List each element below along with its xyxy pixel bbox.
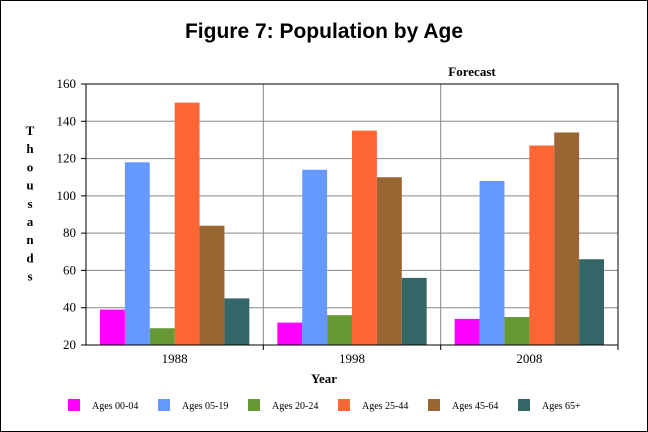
bar-ages-25-44-2008 xyxy=(529,145,555,345)
x-tick-label: 1998 xyxy=(339,351,365,366)
legend-swatch xyxy=(518,399,530,411)
bar-ages-20-24-1998 xyxy=(327,315,352,345)
legend-label: Ages 25-44 xyxy=(362,401,408,412)
bar-ages-20-24-2008 xyxy=(504,317,530,345)
bar-ages-00-04-1998 xyxy=(277,322,303,345)
legend-swatch xyxy=(338,399,350,411)
y-tick-label: 160 xyxy=(57,76,77,91)
bar-ages-00-04-1988 xyxy=(100,309,125,345)
bar-ages-25-44-1988 xyxy=(174,102,200,346)
y-tick-label: 140 xyxy=(57,113,77,128)
bar-ages-20-24-1988 xyxy=(149,328,175,345)
bar-ages-25-44-1998 xyxy=(352,130,377,345)
x-axis-label: Year xyxy=(311,371,337,386)
tick-labels-layer: 20 40 60 80 100 120 140 160 1988 1998 2008 xyxy=(57,76,543,366)
legend-swatch xyxy=(158,399,170,411)
y-axis-label-letter: s xyxy=(27,269,32,284)
bar-ages-65--2008 xyxy=(579,259,604,345)
y-axis-label-letter: T xyxy=(26,123,35,138)
legend-label: Ages 20-24 xyxy=(272,401,318,412)
legend-swatch xyxy=(248,399,260,411)
bar-ages-00-04-2008 xyxy=(454,318,480,345)
legend-label: Ages 05-19 xyxy=(182,401,228,412)
bars-layer xyxy=(100,102,604,346)
y-tick-label: 40 xyxy=(63,300,76,315)
legend-label: Ages 65+ xyxy=(542,401,581,412)
bar-ages-65--1998 xyxy=(401,277,427,345)
legend-label: Ages 00-04 xyxy=(92,401,138,412)
y-axis-label-letter: u xyxy=(26,178,33,193)
axes-layer xyxy=(81,83,619,350)
legend-swatch xyxy=(68,399,80,411)
legend: Ages 00-04 Ages 05-19 Ages 20-24 Ages 25-44… xyxy=(68,399,581,412)
bar-ages-05-19-1998 xyxy=(302,169,328,345)
y-tick-label: 80 xyxy=(63,225,76,240)
y-tick-label: 120 xyxy=(57,151,77,166)
y-axis-label-letter: n xyxy=(26,232,34,247)
plot-border xyxy=(85,83,619,346)
bar-ages-45-64-2008 xyxy=(554,132,580,345)
y-tick-label: 20 xyxy=(63,337,76,352)
forecast-annotation: Forecast xyxy=(448,64,496,79)
legend-swatch xyxy=(428,399,440,411)
bar-ages-45-64-1988 xyxy=(199,225,225,345)
x-tick-label: 2008 xyxy=(516,351,542,366)
bar-ages-65--1988 xyxy=(224,298,250,345)
y-tick-label: 60 xyxy=(63,262,76,277)
y-axis-label-letter: o xyxy=(27,159,34,174)
y-tick-label: 100 xyxy=(57,188,77,203)
y-axis-label-letter: d xyxy=(26,250,34,265)
x-tick-label: 1988 xyxy=(162,351,188,366)
legend-label: Ages 45-64 xyxy=(452,401,498,412)
bar-ages-45-64-1998 xyxy=(376,177,402,345)
bar-ages-05-19-1988 xyxy=(124,162,150,345)
chart-title: Figure 7: Population by Age xyxy=(184,20,464,43)
y-axis-label-letter: s xyxy=(27,196,32,211)
y-axis-label-letter: a xyxy=(27,214,34,229)
y-axis-label-letter: h xyxy=(26,141,34,156)
bar-ages-05-19-2008 xyxy=(479,180,505,345)
